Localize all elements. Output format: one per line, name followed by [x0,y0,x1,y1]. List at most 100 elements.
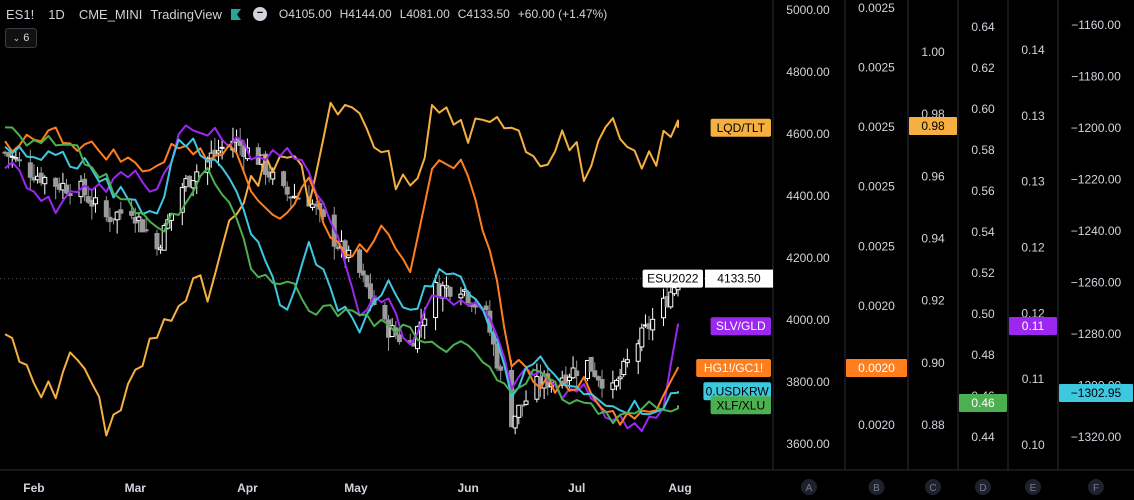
last-price-value: 4133.50 [717,272,761,286]
scale-C-value: 0.98 [921,119,945,133]
price-tick-label: 4200.00 [786,251,830,265]
indicators-toggle-button[interactable]: ⌄ 6 [5,28,37,48]
candle [281,170,287,188]
scale-E-button[interactable]: E [1025,479,1041,495]
scale-B-tick: 0.0020 [858,299,895,313]
series-label: SLV/GLD [710,317,771,336]
scale-D-button[interactable]: D [975,479,991,495]
time-axis[interactable]: Feb Mar Apr May Jun Jul Aug [23,481,691,495]
candle [291,183,297,199]
svg-text:B: B [873,483,880,494]
candle [92,187,98,213]
svg-text:F: F [1093,483,1099,494]
scale-F-tick: −1240.00 [1071,224,1122,238]
series-label: ESU2022 4133.50 [642,269,773,288]
scale-F-tick: −1180.00 [1071,70,1121,84]
candle [574,360,580,388]
scale-B-tick: 0.0025 [858,1,895,15]
chevron-down-icon: ⌄ [12,32,21,43]
scale-D-tick: 0.60 [971,102,995,116]
candle [621,358,627,378]
candle [215,139,221,166]
scale-D-value: 0.46 [971,396,995,410]
overlay-series [4,101,679,437]
candle [519,404,525,417]
price-tick-label: 5000.00 [786,3,830,17]
candle [639,323,645,352]
candle [139,218,145,233]
svg-text:D: D [979,483,986,494]
scale-D-tick: 0.54 [971,225,995,239]
candle [443,276,449,298]
candle [129,198,135,220]
candle [85,186,91,204]
price-axis[interactable]: 5000.00 4800.00 4600.00 4400.00 4200.00 4000.… [786,3,830,451]
scale-C-tick: 0.92 [921,294,945,308]
candle [114,210,120,234]
candle [613,378,619,391]
scale-F-value-badge [1059,384,1133,402]
secondary-scales[interactable]: A 0.0025 0.0025 0.0025 0.0025 0.0025 0.0020 0.0… [801,1,1133,495]
candle [592,362,598,379]
candle [447,285,453,301]
time-tick-label: Jun [457,481,478,495]
candle [516,404,522,425]
candle [661,288,667,327]
scale-B-tick: 0.0025 [858,61,895,75]
candle [16,151,22,167]
scale-E-tick: 0.12 [1021,306,1045,320]
scale-D-tick: 0.44 [971,430,995,444]
axis-separators [0,0,1134,471]
data-source: TradingView [150,6,222,22]
candle [668,286,674,309]
svg-text:C: C [929,483,936,494]
candle [364,274,370,289]
candle [64,178,70,195]
scale-F-tick: −1160.00 [1071,18,1121,32]
scale-D-tick: 0.56 [971,184,995,198]
scale-E-value-badge [1009,317,1057,335]
ohlc-change: +60.00 (+1.47%) [517,7,608,21]
candle [13,150,19,163]
symbol-name[interactable]: ES1! [6,6,35,22]
svg-text:HG1!/GC1!: HG1!/GC1! [704,361,763,375]
scale-B-button[interactable]: B [868,479,885,495]
candle [161,223,167,251]
time-tick-label: Mar [125,481,147,495]
candle [9,152,15,168]
scale-C-button[interactable]: C [925,479,941,495]
scale-D-tick: 0.50 [971,307,995,321]
candle [617,368,623,390]
candle [53,177,59,200]
price-tick-label: 4600.00 [786,127,830,141]
candle [458,287,464,306]
candle [512,415,518,435]
candle [103,196,109,222]
series-label: 0.USDKRW [703,382,771,401]
ohlc-low: L4081.00 [399,7,450,21]
interval[interactable]: 1D [48,6,65,22]
candle [523,390,529,406]
scale-B-value: 0.0020 [858,361,895,375]
time-tick-label: May [344,481,368,495]
scale-E-tick: 0.11 [1022,372,1045,386]
scale-D-tick: 0.62 [971,61,995,75]
market-status-icon[interactable]: − [252,7,267,21]
scale-E-tick: 0.14 [1021,43,1045,57]
candle [118,201,124,220]
candle [194,164,200,194]
flag-icon[interactable] [230,8,241,20]
candle [179,182,185,226]
scale-C-value-badge [909,117,957,135]
svg-text:A: A [806,483,813,494]
candle [650,308,656,341]
exchange: CME_MINI [78,6,143,22]
price-tick-label: 4000.00 [786,313,830,327]
price-tick-label: 4800.00 [786,65,830,79]
candle [284,181,290,202]
candle [382,302,388,323]
scale-F-button[interactable]: F [1088,479,1104,495]
scale-A-button[interactable]: A [801,479,817,495]
scale-D-tick: 0.58 [971,143,995,157]
